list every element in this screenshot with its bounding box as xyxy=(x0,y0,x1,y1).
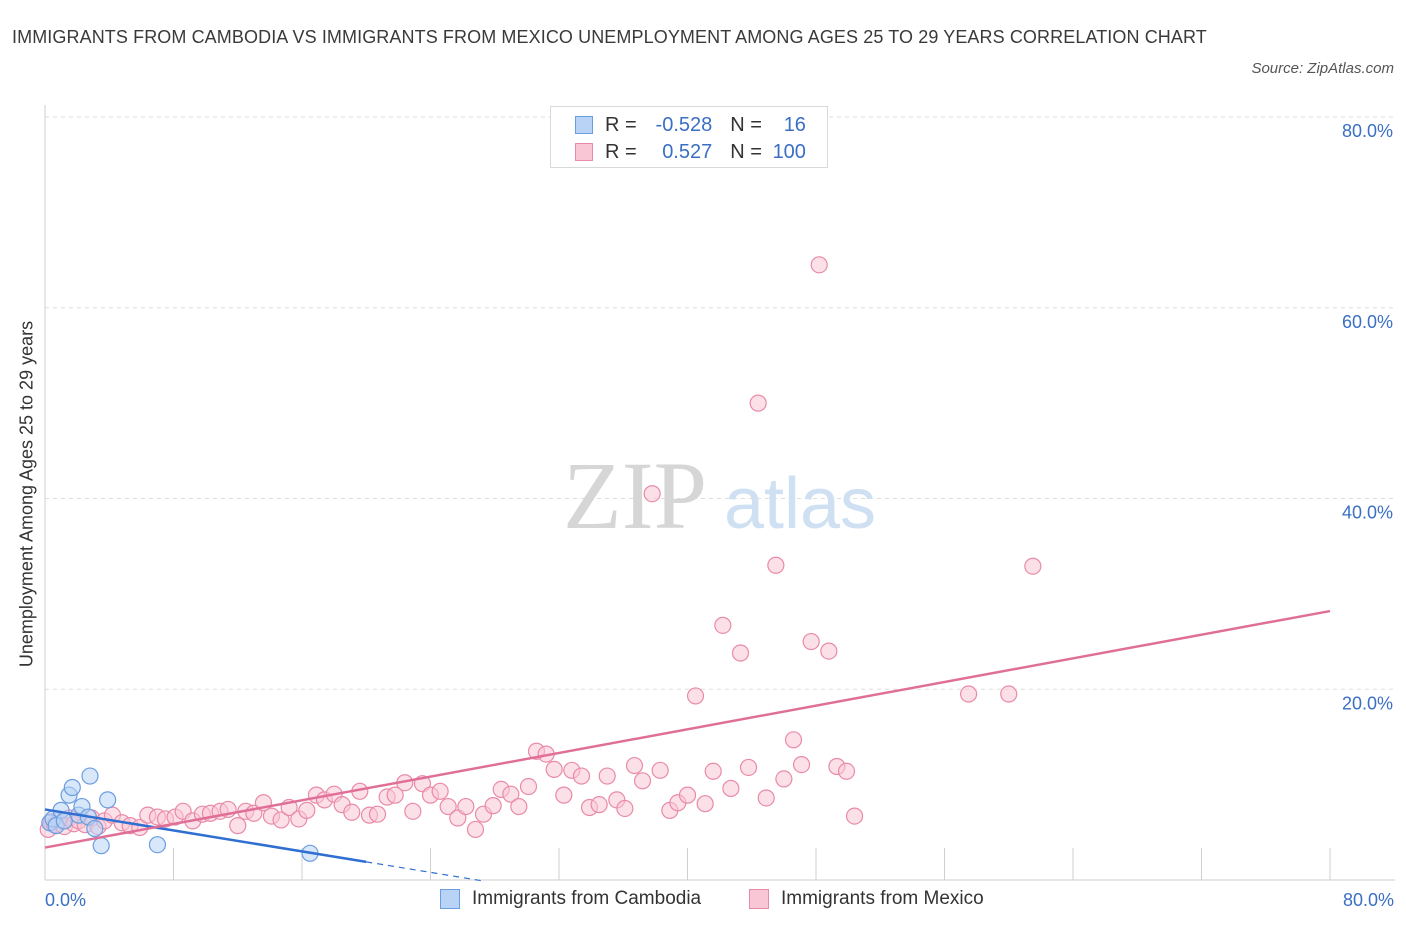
mexico-legend-swatch xyxy=(749,889,769,909)
mexico-point xyxy=(590,796,608,814)
cambodia-point xyxy=(63,778,81,797)
mexico-point xyxy=(651,761,669,779)
stats-legend: R = -0.528 N = 16 R = 0.527 N = 100 xyxy=(550,106,828,168)
mexico-point xyxy=(343,803,361,821)
mexico-point xyxy=(1024,557,1042,575)
mexico-point xyxy=(625,756,644,775)
mexico-point xyxy=(466,820,485,839)
mexico-point xyxy=(959,685,978,703)
mexico-point xyxy=(678,786,697,804)
mexico-point xyxy=(298,801,316,819)
mexico-point xyxy=(837,762,856,780)
mexico-point xyxy=(757,789,775,807)
mexico-point xyxy=(731,644,750,662)
watermark-atlas: atlas xyxy=(724,464,876,544)
mexico-point xyxy=(545,760,563,778)
mexico-point xyxy=(616,799,634,818)
mexico-n-value: 100 xyxy=(772,140,806,163)
mexico-point xyxy=(510,797,528,816)
cambodia-point xyxy=(99,791,117,809)
mexico-point xyxy=(598,767,616,785)
mexico-point xyxy=(802,632,820,651)
mexico-point xyxy=(749,394,767,412)
cambodia-n-label: N = xyxy=(730,113,762,136)
source-label: Source: ZipAtlas.com xyxy=(1251,60,1394,77)
mexico-point xyxy=(386,786,404,804)
watermark-zip: ZIP xyxy=(563,442,707,549)
mexico-point xyxy=(767,556,785,574)
mexico-point xyxy=(784,731,803,749)
y-tick-label: 40.0% xyxy=(1342,503,1393,523)
mexico-point xyxy=(404,802,422,820)
mexico-point xyxy=(272,811,290,829)
mexico-point xyxy=(519,777,538,796)
legend-item-cambodia[interactable]: Immigrants from Cambodia xyxy=(440,888,701,910)
x-tick-max: 80.0% xyxy=(1342,890,1394,910)
mexico-point xyxy=(739,758,758,777)
mexico-point xyxy=(229,817,247,835)
cambodia-legend-label: Immigrants from Cambodia xyxy=(472,888,702,909)
mexico-point xyxy=(810,256,828,274)
mexico-legend-label: Immigrants from Mexico xyxy=(781,888,984,909)
mexico-n-label: N = xyxy=(730,140,762,163)
mexico-r-label: R = xyxy=(605,140,637,163)
cambodia-trend-extension xyxy=(366,861,484,882)
mexico-point xyxy=(820,642,838,660)
mexico-point xyxy=(704,762,722,780)
cambodia-point xyxy=(92,837,110,855)
legend-row-mexico: R = 0.527 N = 100 xyxy=(575,140,806,164)
mexico-point xyxy=(714,616,732,634)
x-tick-min: 0.0% xyxy=(45,890,87,910)
chart-title: IMMIGRANTS FROM CAMBODIA VS IMMIGRANTS F… xyxy=(12,27,1207,47)
cambodia-swatch xyxy=(575,116,593,134)
mexico-point xyxy=(775,770,793,788)
y-axis-title: Unemployment Among Ages 25 to 29 years xyxy=(16,320,37,668)
mexico-point xyxy=(633,772,652,790)
cambodia-point xyxy=(86,819,104,838)
mexico-swatch xyxy=(575,143,593,161)
mexico-r-value: 0.527 xyxy=(662,140,713,163)
cambodia-trend-line xyxy=(44,808,367,864)
mexico-point xyxy=(431,782,449,800)
mexico-point xyxy=(457,797,475,816)
mexico-point xyxy=(572,767,591,785)
y-tick-label: 60.0% xyxy=(1342,312,1393,332)
cambodia-n-value: 16 xyxy=(783,113,806,136)
series-legend: Immigrants from Cambodia Immigrants from… xyxy=(0,888,1406,914)
mexico-point xyxy=(502,785,520,803)
y-tick-label: 80.0% xyxy=(1342,121,1393,141)
cambodia-point xyxy=(81,767,99,785)
mexico-trend-line xyxy=(44,609,1331,849)
mexico-point xyxy=(1000,685,1018,703)
legend-row-cambodia: R = -0.528 N = 16 xyxy=(575,113,806,137)
cambodia-point xyxy=(148,836,167,854)
mexico-point xyxy=(484,797,502,815)
cambodia-r-label: R = xyxy=(605,113,637,136)
y-tick-label: 20.0% xyxy=(1342,693,1393,713)
cambodia-point xyxy=(55,812,73,830)
mexico-point xyxy=(792,755,811,774)
mexico-point xyxy=(368,805,387,823)
cambodia-r-value: -0.528 xyxy=(655,113,713,136)
legend-item-mexico[interactable]: Immigrants from Mexico xyxy=(749,888,984,910)
mexico-point xyxy=(643,485,661,503)
mexico-point xyxy=(722,779,740,798)
cambodia-legend-swatch xyxy=(440,889,460,909)
mexico-point xyxy=(686,687,705,705)
mexico-point xyxy=(439,797,457,816)
mexico-point xyxy=(845,807,864,825)
mexico-point xyxy=(555,786,573,804)
mexico-point xyxy=(696,795,714,813)
